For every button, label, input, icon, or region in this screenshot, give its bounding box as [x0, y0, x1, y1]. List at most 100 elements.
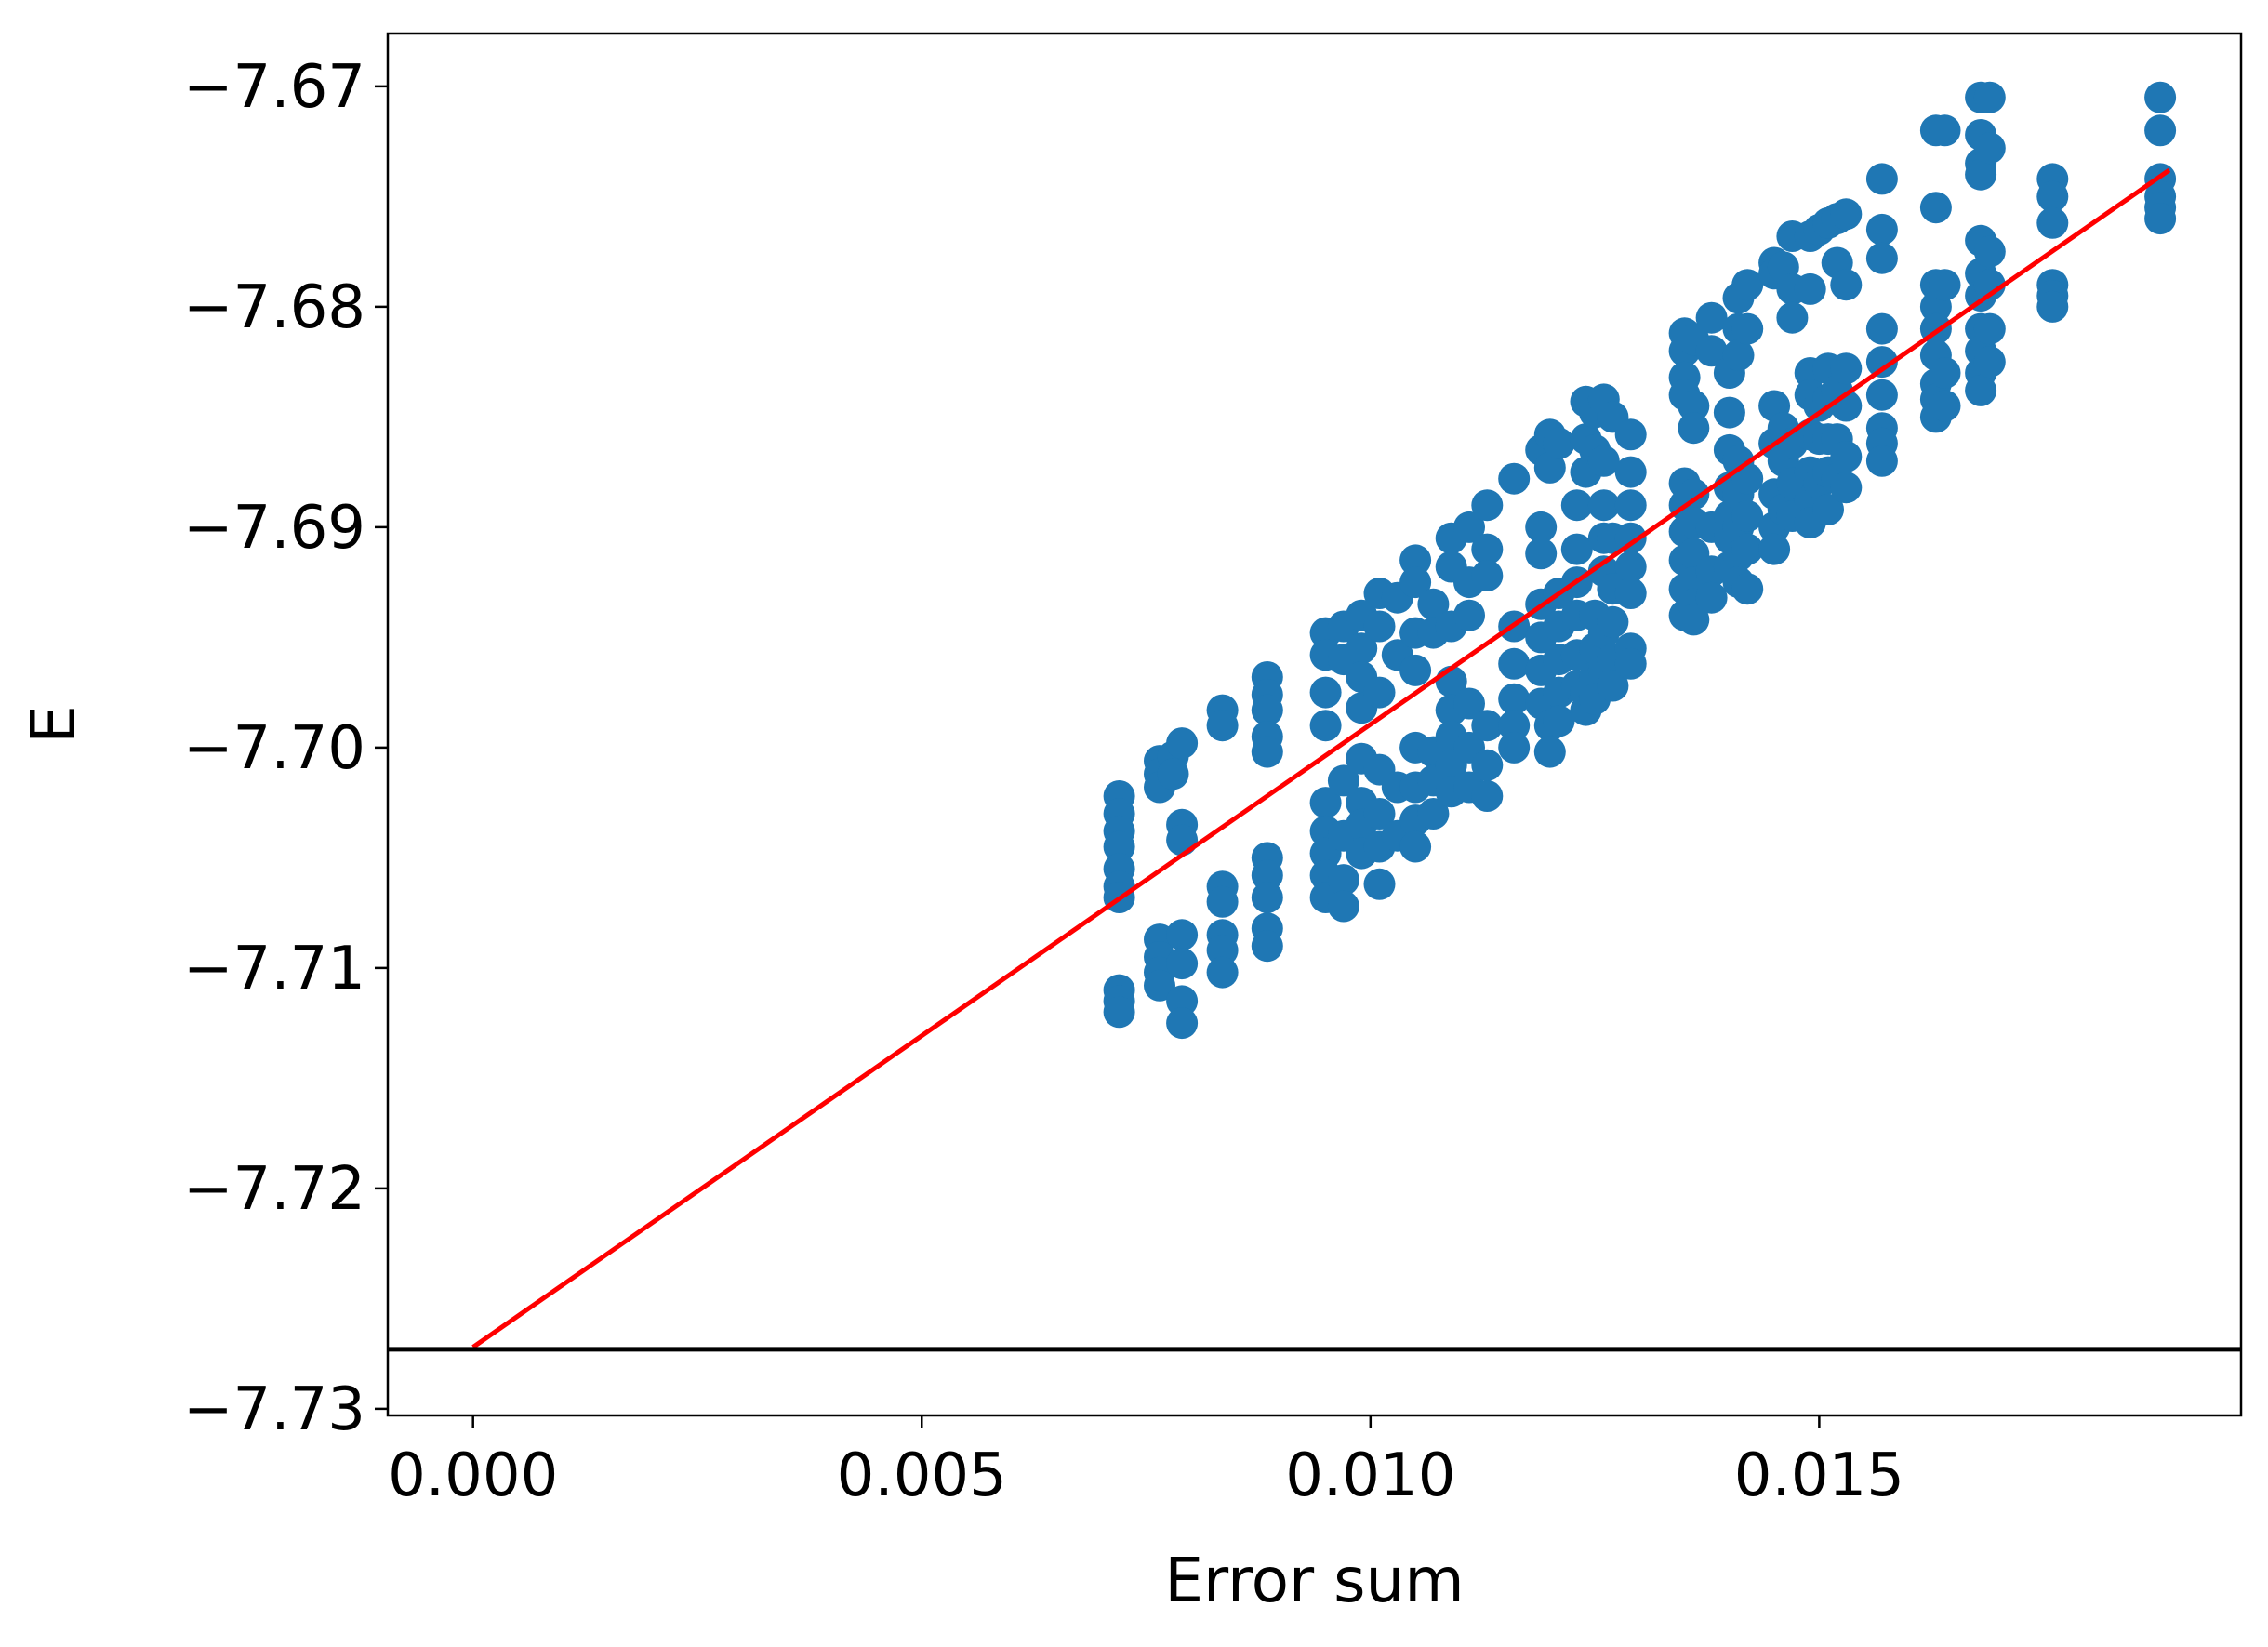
- scatter-point: [1525, 511, 1558, 543]
- scatter-point: [1543, 705, 1575, 737]
- scatter-point: [1251, 930, 1283, 963]
- scatter-point: [1363, 868, 1396, 900]
- scatter-point: [1695, 301, 1728, 334]
- scatter-point: [1206, 934, 1239, 966]
- scatter-point: [1309, 710, 1342, 742]
- scatter-point: [1929, 357, 1961, 389]
- y-tick-label: −7.72: [183, 1155, 365, 1224]
- scatter-point: [1309, 787, 1342, 819]
- scatter-point: [1453, 687, 1485, 720]
- scatter-point: [1731, 573, 1764, 605]
- scatter-point: [1614, 647, 1647, 680]
- scatter-point: [1251, 859, 1283, 892]
- scatter-point: [1399, 654, 1432, 686]
- scatter-point: [1678, 604, 1710, 636]
- y-tick-label: −7.70: [183, 714, 365, 783]
- scatter-point: [1471, 749, 1504, 781]
- scatter-point: [1166, 985, 1199, 1017]
- scatter-point: [1103, 996, 1135, 1029]
- scatter-point: [1587, 445, 1620, 477]
- scatter-point: [1498, 731, 1531, 764]
- scatter-point: [1399, 566, 1432, 599]
- scatter-point: [1929, 114, 1961, 147]
- scatter-point: [1695, 335, 1728, 367]
- scatter-point: [1251, 736, 1283, 768]
- scatter-point: [1865, 379, 1898, 411]
- scatter-point: [1471, 780, 1504, 812]
- scatter-point: [1731, 533, 1764, 565]
- scatter-point: [2036, 206, 2069, 239]
- scatter-point: [1865, 312, 1898, 345]
- scatter-point: [1363, 610, 1396, 643]
- scatter-point: [1166, 727, 1199, 760]
- scatter-point: [1157, 758, 1189, 790]
- scatter-point: [1309, 676, 1342, 709]
- scatter-point: [1614, 456, 1647, 488]
- scatter-point: [1103, 830, 1135, 863]
- scatter-point: [1758, 533, 1791, 565]
- scatter-point: [1794, 272, 1826, 305]
- scatter-point: [1327, 890, 1359, 923]
- scatter-point: [1399, 544, 1432, 577]
- scatter-point: [1533, 451, 1566, 484]
- scatter-point: [1597, 670, 1629, 702]
- x-tick-label: 0.005: [837, 1441, 1007, 1510]
- x-axis: 0.000 0.005 0.010 0.015: [388, 1415, 1904, 1510]
- scatter-point: [1417, 798, 1450, 830]
- scatter-point: [1776, 301, 1809, 334]
- y-tick-label: −7.67: [183, 53, 365, 122]
- scatter-point: [1206, 956, 1239, 989]
- scatter-point: [1731, 462, 1764, 495]
- scatter-point: [1533, 736, 1566, 768]
- scatter-point: [1973, 81, 2006, 113]
- scatter-point: [1206, 710, 1239, 742]
- scatter-point: [1453, 599, 1485, 631]
- scatter-point: [1830, 352, 1863, 385]
- scatter-point: [1678, 390, 1710, 422]
- scatter-point: [1830, 472, 1863, 504]
- scatter-point: [1399, 830, 1432, 863]
- scatter-point: [1327, 864, 1359, 897]
- scatter-point: [1731, 269, 1764, 301]
- scatter-point: [1965, 158, 1997, 191]
- scatter-point: [1973, 235, 2006, 268]
- scatter-point: [1498, 462, 1531, 495]
- scatter-point: [1166, 1007, 1199, 1040]
- scatter-point: [1830, 269, 1863, 301]
- scatter-point: [1695, 581, 1728, 614]
- scatter-point: [1830, 441, 1863, 472]
- scatter-point: [1731, 500, 1764, 532]
- scatter-point: [1363, 676, 1396, 709]
- scatter-point: [1346, 632, 1378, 665]
- y-tick-label: −7.73: [183, 1375, 365, 1444]
- scatter-point: [1614, 578, 1647, 609]
- scatter-point: [1251, 694, 1283, 726]
- scatter-point: [1973, 269, 2006, 301]
- x-axis-label: Error sum: [1164, 1545, 1464, 1616]
- scatter-point: [1865, 213, 1898, 246]
- plot-content: [388, 81, 2241, 1352]
- scatter-point: [2144, 81, 2177, 113]
- scatter-point: [1498, 710, 1531, 742]
- scatter-point: [2036, 180, 2069, 213]
- scatter-point: [1614, 522, 1647, 554]
- scatter-point: [1560, 533, 1593, 565]
- scatter-point: [1973, 132, 2006, 165]
- scatter-point: [1166, 948, 1199, 980]
- scatter-point: [1525, 538, 1558, 570]
- scatter-point: [1713, 396, 1745, 429]
- fit-line: [471, 167, 2171, 1349]
- scatter-point: [2144, 203, 2177, 235]
- scatter-point: [1865, 346, 1898, 379]
- plot-frame: [386, 32, 2243, 1417]
- x-tick-label: 0.015: [1734, 1441, 1904, 1510]
- scatter-point: [2036, 290, 2069, 323]
- scatter-point: [1865, 163, 1898, 195]
- x-tick-label: 0.010: [1285, 1441, 1455, 1510]
- scatter-point: [1973, 312, 2006, 345]
- scatter-point: [1471, 560, 1504, 591]
- scatter-point: [1865, 445, 1898, 477]
- scatter-point: [1166, 919, 1199, 951]
